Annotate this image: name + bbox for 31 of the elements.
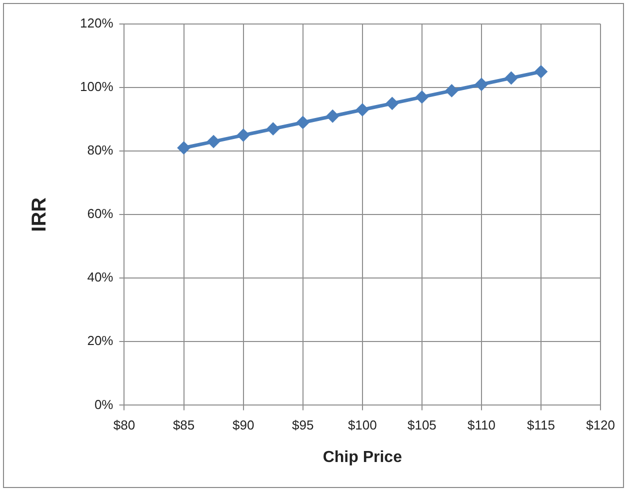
point <box>474 78 488 91</box>
point <box>266 122 280 136</box>
y-tick-label: 0% <box>94 396 114 412</box>
point <box>236 128 250 142</box>
point <box>207 135 220 148</box>
point <box>356 103 369 116</box>
point <box>177 141 190 154</box>
point <box>415 90 428 104</box>
x-tick-label: $85 <box>172 418 195 433</box>
point <box>445 84 458 98</box>
point <box>386 96 399 110</box>
point <box>504 72 518 85</box>
y-tick-label: 40% <box>87 270 114 285</box>
y-tick-label: 120% <box>80 16 114 31</box>
x-tick-label: $80 <box>113 418 136 433</box>
x-tick-label: $120 <box>586 418 615 433</box>
y-tick-label: 100% <box>80 79 114 94</box>
point <box>534 65 548 78</box>
y-tick-label: 20% <box>87 333 114 348</box>
x-tick-label: $100 <box>348 418 377 433</box>
y-tick-label: 80% <box>87 142 114 158</box>
y-axis-title: IRR <box>28 196 51 232</box>
x-tick-label: $90 <box>232 418 254 433</box>
x-axis-title: Chip Price <box>322 448 402 466</box>
point <box>326 110 340 123</box>
point <box>296 116 310 129</box>
x-tick-label: $115 <box>527 418 555 433</box>
x-tick-label: $105 <box>407 418 436 433</box>
x-tick-label: $110 <box>467 418 496 433</box>
y-tick-label: 60% <box>87 206 114 222</box>
x-tick-label: $95 <box>292 418 314 433</box>
